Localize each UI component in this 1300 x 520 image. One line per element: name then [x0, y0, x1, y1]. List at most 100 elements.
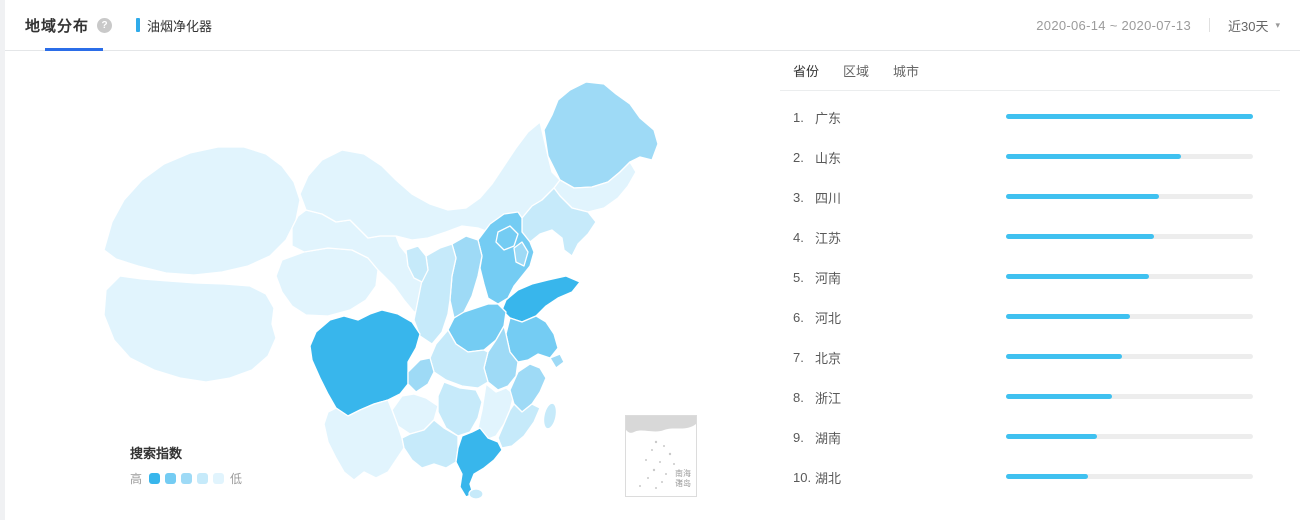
rank-number: 7.	[793, 349, 804, 365]
tab-province[interactable]: 省份	[793, 64, 820, 79]
region-name: 浙江	[815, 390, 842, 406]
region-name: 北京	[815, 350, 842, 366]
rank-number: 10.	[793, 469, 812, 485]
province-qinghai[interactable]	[275, 247, 379, 317]
rank-row: 9. 湖南	[780, 417, 1280, 457]
province-hainan[interactable]	[468, 488, 484, 500]
rank-row: 4. 江苏	[780, 217, 1280, 257]
province-zhejiang[interactable]	[509, 363, 547, 413]
province-guangxi[interactable]	[401, 419, 459, 469]
rank-bar-fill	[1006, 394, 1113, 399]
province-heilongjiang[interactable]	[543, 81, 659, 189]
province-ningxia[interactable]	[405, 245, 429, 283]
province-shaanxi[interactable]	[413, 243, 457, 345]
tab-region[interactable]: 区域	[843, 64, 870, 79]
search-index-legend: 搜索指数 高 低	[130, 443, 242, 487]
keyword-marker-icon	[136, 18, 141, 32]
divider	[1209, 18, 1210, 32]
rank-row: 6. 河北	[780, 297, 1280, 337]
china-map-svg	[103, 81, 659, 500]
rank-bar-fill	[1006, 434, 1098, 439]
region-name: 河北	[815, 310, 842, 326]
legend-low-label: 低	[230, 472, 243, 486]
rank-bar-track	[1006, 154, 1253, 159]
rank-bar-track	[1006, 354, 1253, 359]
legend-swatches	[146, 473, 226, 484]
rank-bar-fill	[1006, 474, 1088, 479]
section-title-tab[interactable]: 地域分布 ?	[25, 0, 113, 51]
ranking-tabs: 省份 区域 城市	[780, 51, 1280, 91]
rank-bar-fill	[1006, 354, 1123, 359]
rank-row: 8. 浙江	[780, 377, 1280, 417]
date-range: 2020-06-14 ~ 2020-07-13	[1036, 17, 1191, 33]
inset-label: 南海 诸岛	[675, 469, 691, 488]
rank-number: 9.	[793, 429, 804, 445]
rank-bar-track	[1006, 234, 1253, 239]
china-choropleth-map: 搜索指数 高 低	[60, 60, 720, 500]
province-yunnan[interactable]	[323, 399, 405, 481]
period-dropdown[interactable]: 近30天 ▾	[1228, 16, 1280, 35]
rank-number: 5.	[793, 269, 804, 285]
legend-swatch	[212, 473, 224, 484]
province-xinjiang[interactable]	[103, 146, 301, 276]
rank-bar-fill	[1006, 314, 1130, 319]
rank-bar-fill	[1006, 154, 1182, 159]
region-name: 广东	[815, 110, 842, 126]
province-fujian[interactable]	[497, 403, 541, 449]
province-jiangsu[interactable]	[505, 315, 559, 363]
rank-row: 2. 山东	[780, 137, 1280, 177]
legend-swatch	[196, 473, 208, 484]
chevron-down-icon: ▾	[1275, 19, 1280, 30]
rank-bar-fill	[1006, 114, 1253, 119]
rank-bar-track	[1006, 474, 1253, 479]
rank-row: 5. 河南	[780, 257, 1280, 297]
help-icon[interactable]: ?	[97, 17, 113, 33]
province-beijing[interactable]	[495, 225, 519, 251]
province-hunan[interactable]	[437, 381, 483, 437]
province-tibet[interactable]	[103, 275, 277, 383]
rank-row: 7. 北京	[780, 337, 1280, 377]
region-name: 湖北	[815, 470, 842, 486]
legend-title: 搜索指数	[130, 446, 183, 461]
rank-bar-track	[1006, 114, 1253, 119]
province-guangdong[interactable]	[455, 427, 503, 498]
rank-number: 6.	[793, 309, 804, 325]
ranking-list: 1. 广东 2. 山东 3. 四川 4. 江苏 5. 河南 6. 河北 7. 北京 8. 浙江 9. 湖南 10. 湖…	[780, 97, 1280, 497]
period-label: 近30天	[1228, 18, 1269, 34]
province-taiwan[interactable]	[541, 402, 558, 430]
rank-bar-track	[1006, 314, 1253, 319]
region-name: 湖南	[815, 430, 842, 446]
rank-bar-track	[1006, 194, 1253, 199]
rank-bar-fill	[1006, 234, 1155, 239]
region-distribution-card: 地域分布 ? 油烟净化器 2020-06-14 ~ 2020-07-13 近30…	[5, 0, 1300, 520]
legend-swatch	[148, 473, 160, 484]
header-right: 2020-06-14 ~ 2020-07-13 近30天 ▾	[1036, 16, 1280, 35]
tab-city[interactable]: 城市	[893, 64, 920, 79]
keyword-label: 油烟净化器	[147, 18, 213, 34]
rank-number: 8.	[793, 389, 804, 405]
rank-row: 1. 广东	[780, 97, 1280, 137]
rank-number: 3.	[793, 189, 804, 205]
page-title: 地域分布	[25, 17, 90, 35]
rank-bar-track	[1006, 394, 1253, 399]
legend-swatch	[180, 473, 192, 484]
province-hebei[interactable]	[477, 211, 535, 305]
rank-bar-fill	[1006, 274, 1150, 279]
region-name: 四川	[815, 190, 842, 206]
province-chongqing[interactable]	[407, 357, 435, 393]
province-liaoning[interactable]	[521, 187, 597, 257]
region-name: 河南	[815, 270, 842, 286]
province-shanghai[interactable]	[549, 353, 565, 369]
rank-bar-fill	[1006, 194, 1160, 199]
province-inner-mongolia[interactable]	[299, 121, 561, 241]
rank-bar-track	[1006, 274, 1253, 279]
card-content: 搜索指数 高 低 南海 诸岛	[5, 51, 1300, 519]
province-shanxi[interactable]	[449, 235, 483, 319]
south-china-sea-inset: 南海 诸岛	[625, 415, 697, 497]
card-header: 地域分布 ? 油烟净化器 2020-06-14 ~ 2020-07-13 近30…	[5, 0, 1300, 51]
ranking-panel: 省份 区域 城市 1. 广东 2. 山东 3. 四川 4. 江苏 5. 河南 6. 河北 7. 北京 8. 浙江 9…	[780, 51, 1280, 497]
rank-number: 2.	[793, 149, 804, 165]
province-tianjin[interactable]	[513, 241, 529, 267]
rank-row: 3. 四川	[780, 177, 1280, 217]
region-name: 江苏	[815, 230, 842, 246]
